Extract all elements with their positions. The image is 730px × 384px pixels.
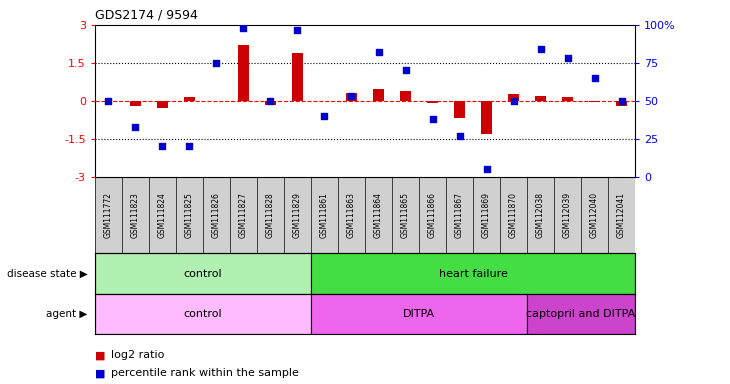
Text: GSM111824: GSM111824 xyxy=(158,192,167,238)
Text: heart failure: heart failure xyxy=(439,268,507,279)
Text: GDS2174 / 9594: GDS2174 / 9594 xyxy=(95,8,198,21)
Text: GSM111866: GSM111866 xyxy=(428,192,437,238)
Text: percentile rank within the sample: percentile rank within the sample xyxy=(111,368,299,378)
Bar xyxy=(157,101,168,108)
Point xyxy=(265,98,277,104)
Bar xyxy=(508,94,519,101)
Text: captopril and DITPA: captopril and DITPA xyxy=(526,309,636,319)
Point xyxy=(534,46,546,52)
Text: GSM111861: GSM111861 xyxy=(320,192,329,238)
Bar xyxy=(346,93,357,101)
Point xyxy=(346,93,358,99)
Bar xyxy=(527,294,635,334)
Text: GSM112039: GSM112039 xyxy=(563,192,572,238)
Point xyxy=(238,25,250,31)
Text: GSM111869: GSM111869 xyxy=(482,192,491,238)
Point xyxy=(292,26,304,33)
Text: agent ▶: agent ▶ xyxy=(46,309,88,319)
Bar xyxy=(238,45,249,101)
Point xyxy=(102,98,114,104)
Bar xyxy=(535,96,546,101)
Bar xyxy=(130,101,141,106)
Text: GSM111867: GSM111867 xyxy=(455,192,464,238)
Point xyxy=(427,116,439,122)
Text: GSM112041: GSM112041 xyxy=(617,192,626,238)
Point xyxy=(588,75,600,81)
Point xyxy=(454,132,466,139)
Bar xyxy=(427,101,438,103)
Point xyxy=(157,143,169,149)
Bar xyxy=(616,101,627,106)
Bar xyxy=(562,97,573,101)
Text: GSM112040: GSM112040 xyxy=(590,192,599,238)
Text: GSM111864: GSM111864 xyxy=(374,192,383,238)
Point xyxy=(318,113,330,119)
Text: GSM112038: GSM112038 xyxy=(536,192,545,238)
Text: ■: ■ xyxy=(95,368,105,378)
Point xyxy=(481,166,493,172)
Text: ■: ■ xyxy=(95,350,105,360)
Text: GSM111825: GSM111825 xyxy=(185,192,194,238)
Text: GSM111870: GSM111870 xyxy=(509,192,518,238)
Text: GSM111829: GSM111829 xyxy=(293,192,302,238)
Point xyxy=(508,98,520,104)
Text: log2 ratio: log2 ratio xyxy=(111,350,164,360)
Point xyxy=(372,49,384,55)
Text: GSM111828: GSM111828 xyxy=(266,192,275,238)
Bar xyxy=(184,97,195,101)
Bar xyxy=(311,294,527,334)
Bar xyxy=(95,253,311,294)
Text: GSM111863: GSM111863 xyxy=(347,192,356,238)
Point xyxy=(616,98,628,104)
Bar xyxy=(373,89,384,101)
Text: DITPA: DITPA xyxy=(403,309,435,319)
Point xyxy=(562,55,574,61)
Text: GSM111865: GSM111865 xyxy=(401,192,410,238)
Point xyxy=(211,60,223,66)
Bar xyxy=(481,101,492,134)
Text: GSM111827: GSM111827 xyxy=(239,192,248,238)
Bar xyxy=(454,101,465,119)
Bar xyxy=(95,294,311,334)
Text: GSM111772: GSM111772 xyxy=(104,192,113,238)
Text: control: control xyxy=(184,309,222,319)
Point xyxy=(184,143,196,149)
Point xyxy=(400,67,412,73)
Point xyxy=(130,124,142,130)
Bar xyxy=(400,91,411,101)
Text: GSM111826: GSM111826 xyxy=(212,192,221,238)
Text: control: control xyxy=(184,268,222,279)
Bar xyxy=(589,101,600,102)
Bar xyxy=(265,101,276,104)
Bar xyxy=(292,53,303,101)
Text: disease state ▶: disease state ▶ xyxy=(7,268,88,279)
Text: GSM111823: GSM111823 xyxy=(131,192,140,238)
Bar xyxy=(311,253,635,294)
